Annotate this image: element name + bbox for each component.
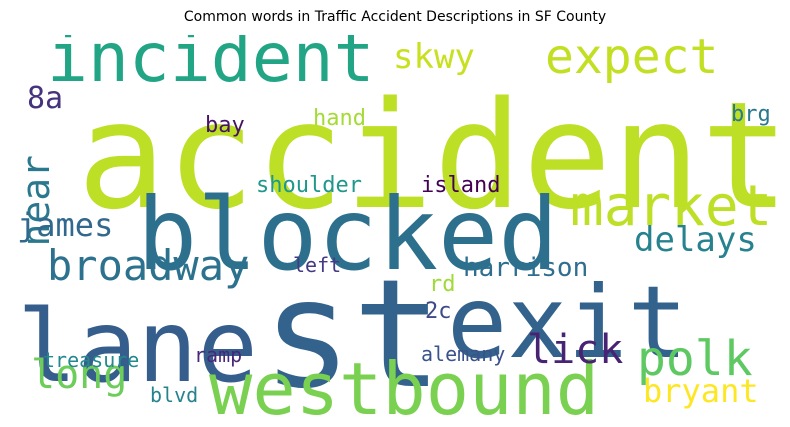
word-ramp: ramp: [194, 343, 243, 367]
word-expect: expect: [545, 35, 719, 85]
word-st: st: [262, 248, 443, 420]
word-skwy: skwy: [393, 37, 475, 77]
word-harrison: harrison: [463, 253, 589, 283]
word-delays: delays: [634, 220, 757, 260]
word-rd: rd: [429, 272, 456, 297]
word-polk: polk: [637, 331, 753, 387]
word-long: long: [31, 352, 128, 398]
word-cloud-canvas: accident st blocked lane exit westbound incide…: [17, 35, 783, 420]
word-market: market: [570, 174, 773, 239]
word-left: left: [293, 253, 342, 277]
word-lick: lick: [527, 327, 624, 373]
word-hand: hand: [313, 106, 366, 131]
word-island: island: [421, 173, 501, 198]
word-8a: 8a: [27, 81, 64, 116]
word-james: james: [17, 206, 114, 244]
word-blvd: blvd: [150, 383, 199, 407]
word-2c: 2c: [425, 299, 452, 324]
word-blocked: blocked: [137, 176, 559, 293]
word-broadway: broadway: [47, 241, 250, 290]
word-westbound: westbound: [209, 347, 600, 420]
word-treasure: treasure: [43, 348, 140, 372]
word-bryant: bryant: [643, 372, 759, 410]
word-lane: lane: [17, 288, 258, 405]
word-shoulder: shoulder: [256, 173, 362, 198]
word-incident: incident: [47, 35, 375, 98]
word-accident: accident: [77, 70, 783, 242]
word-alemany: alemany: [421, 342, 506, 366]
word-brg: brg: [731, 102, 771, 127]
chart-title: Common words in Traffic Accident Descrip…: [183, 9, 607, 25]
word-exit: exit: [447, 264, 688, 381]
word-bay: bay: [205, 113, 245, 138]
